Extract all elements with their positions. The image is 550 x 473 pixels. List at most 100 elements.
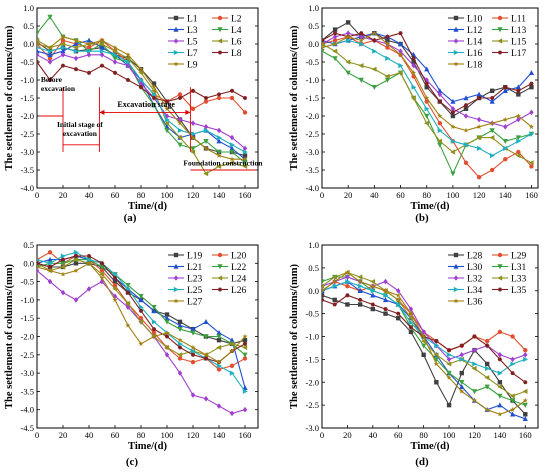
data-point: [190, 134, 196, 140]
legend-label: L6: [231, 38, 242, 48]
data-point: [37, 261, 40, 266]
data-point: [203, 124, 209, 130]
legend-marker: [173, 15, 179, 21]
data-point: [112, 293, 118, 300]
data-point: [385, 45, 390, 50]
y-tick-label: 0.5: [308, 263, 319, 273]
data-point: [99, 63, 105, 68]
data-point: [396, 316, 401, 321]
data-point: [420, 333, 427, 339]
x-tick-label: 60: [396, 190, 405, 200]
data-point: [177, 142, 183, 148]
data-point: [164, 315, 170, 321]
data-point: [203, 352, 209, 358]
data-point: [164, 117, 170, 123]
data-point: [424, 66, 430, 72]
x-tick-label: 80: [422, 190, 431, 200]
data-point: [410, 95, 416, 101]
legend-item-L12: L12: [448, 26, 483, 36]
data-point: [47, 48, 53, 54]
data-point: [125, 52, 131, 58]
data-point: [190, 359, 196, 365]
data-point: [99, 268, 105, 273]
data-point: [484, 365, 490, 372]
legend-marker: [217, 50, 223, 55]
data-point: [37, 258, 40, 262]
legend-item-L4: L4: [212, 26, 242, 36]
series-L36: [322, 269, 528, 417]
x-tick-label: 60: [111, 430, 120, 440]
data-point: [73, 37, 79, 43]
series-line: [37, 262, 246, 345]
data-point: [112, 56, 118, 62]
x-tick-label: 40: [85, 430, 94, 440]
data-point: [190, 88, 196, 93]
data-point: [229, 156, 235, 162]
legend-item-L34: L34: [448, 286, 483, 296]
data-point: [385, 34, 390, 39]
data-point: [396, 301, 402, 308]
data-point: [164, 330, 170, 336]
legend-label: L9: [187, 61, 198, 71]
legend-label: L27: [187, 298, 203, 308]
data-point: [242, 388, 248, 394]
y-tick-label: -0.5: [306, 57, 319, 67]
data-point: [516, 138, 522, 144]
data-point: [322, 38, 325, 43]
legend-label: L31: [511, 263, 527, 273]
data-point: [523, 348, 528, 353]
legend-label: L7: [187, 49, 198, 59]
data-point: [383, 278, 388, 285]
x-tick-label: 100: [447, 190, 460, 200]
panel-label: (d): [415, 456, 429, 468]
series-line: [322, 36, 532, 178]
arrow-head: [185, 109, 191, 115]
y-axis-label: The settlement of columns/(mm): [289, 25, 300, 170]
legend-label: L20: [231, 252, 247, 262]
data-point: [446, 352, 452, 358]
data-point: [125, 62, 131, 69]
legend-label: L29: [511, 252, 527, 262]
data-point: [177, 322, 183, 328]
legend-label: L24: [231, 275, 247, 285]
data-point: [358, 77, 364, 83]
data-point: [190, 120, 196, 126]
legend-item-L17: L17: [492, 49, 527, 59]
y-tick-label: -3.5: [306, 165, 319, 175]
data-point: [99, 44, 105, 50]
data-point: [331, 274, 337, 280]
legend-label: L17: [511, 49, 527, 59]
y-tick-label: 0.0: [23, 39, 34, 49]
data-point: [345, 279, 351, 285]
y-tick-label: 1.0: [308, 3, 319, 13]
data-point: [450, 113, 456, 119]
data-point: [529, 85, 534, 90]
series-L35: [322, 293, 528, 385]
data-point: [151, 319, 157, 325]
x-tick-label: 0: [320, 430, 324, 440]
data-point: [450, 149, 456, 155]
legend-marker: [497, 38, 503, 44]
x-tick-label: 140: [213, 190, 226, 200]
y-tick-label: -0.5: [306, 309, 319, 319]
data-point: [529, 164, 534, 169]
x-tick-label: 120: [187, 190, 200, 200]
data-point: [73, 48, 79, 54]
data-point: [510, 334, 515, 339]
data-point: [60, 289, 66, 296]
y-axis-label: The settlement of columns/(mm): [289, 264, 300, 409]
series-L19: [37, 261, 248, 347]
data-point: [332, 297, 337, 303]
data-point: [190, 348, 196, 354]
legend-item-L13: L13: [492, 26, 527, 36]
data-point: [522, 402, 528, 408]
data-point: [99, 271, 105, 277]
data-point: [371, 30, 378, 36]
data-point: [345, 274, 350, 280]
legend-marker: [173, 38, 179, 44]
data-point: [459, 380, 465, 386]
data-point: [177, 370, 183, 376]
data-point: [47, 256, 53, 262]
data-point: [437, 142, 443, 148]
legend-marker: [173, 286, 179, 293]
